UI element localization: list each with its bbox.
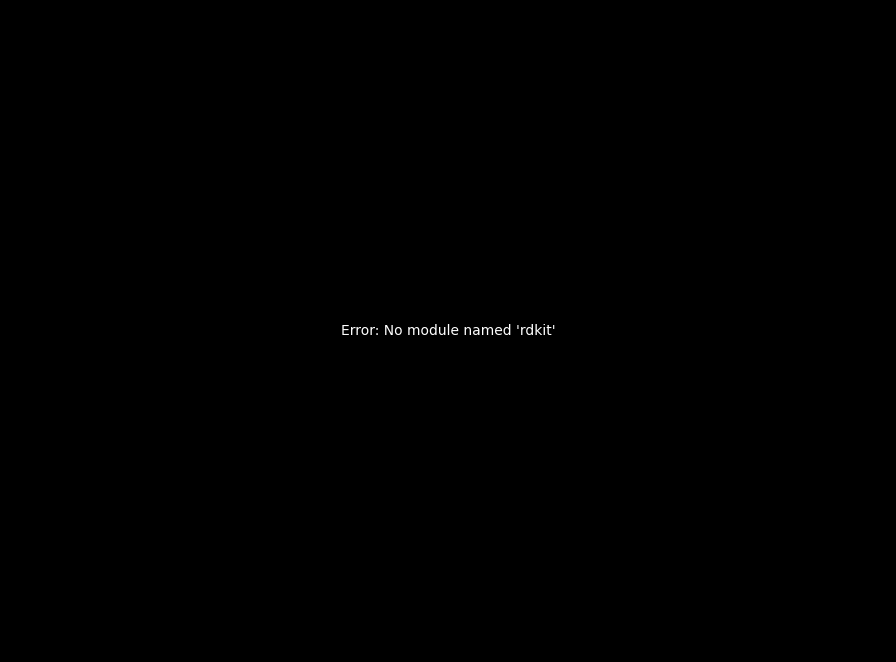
Text: Error: No module named 'rdkit': Error: No module named 'rdkit' — [340, 324, 556, 338]
